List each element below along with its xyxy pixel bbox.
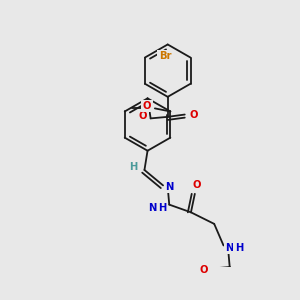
Text: H: H [235,243,243,253]
Text: H: H [158,203,166,213]
Text: N: N [148,203,156,213]
Text: Br: Br [159,51,171,61]
Text: N: N [165,182,173,192]
Text: N: N [226,243,234,253]
Text: O: O [139,111,147,121]
Text: O: O [143,101,152,111]
Text: H: H [130,162,138,172]
Text: O: O [190,110,198,119]
Text: O: O [192,180,201,190]
Text: O: O [199,265,208,275]
